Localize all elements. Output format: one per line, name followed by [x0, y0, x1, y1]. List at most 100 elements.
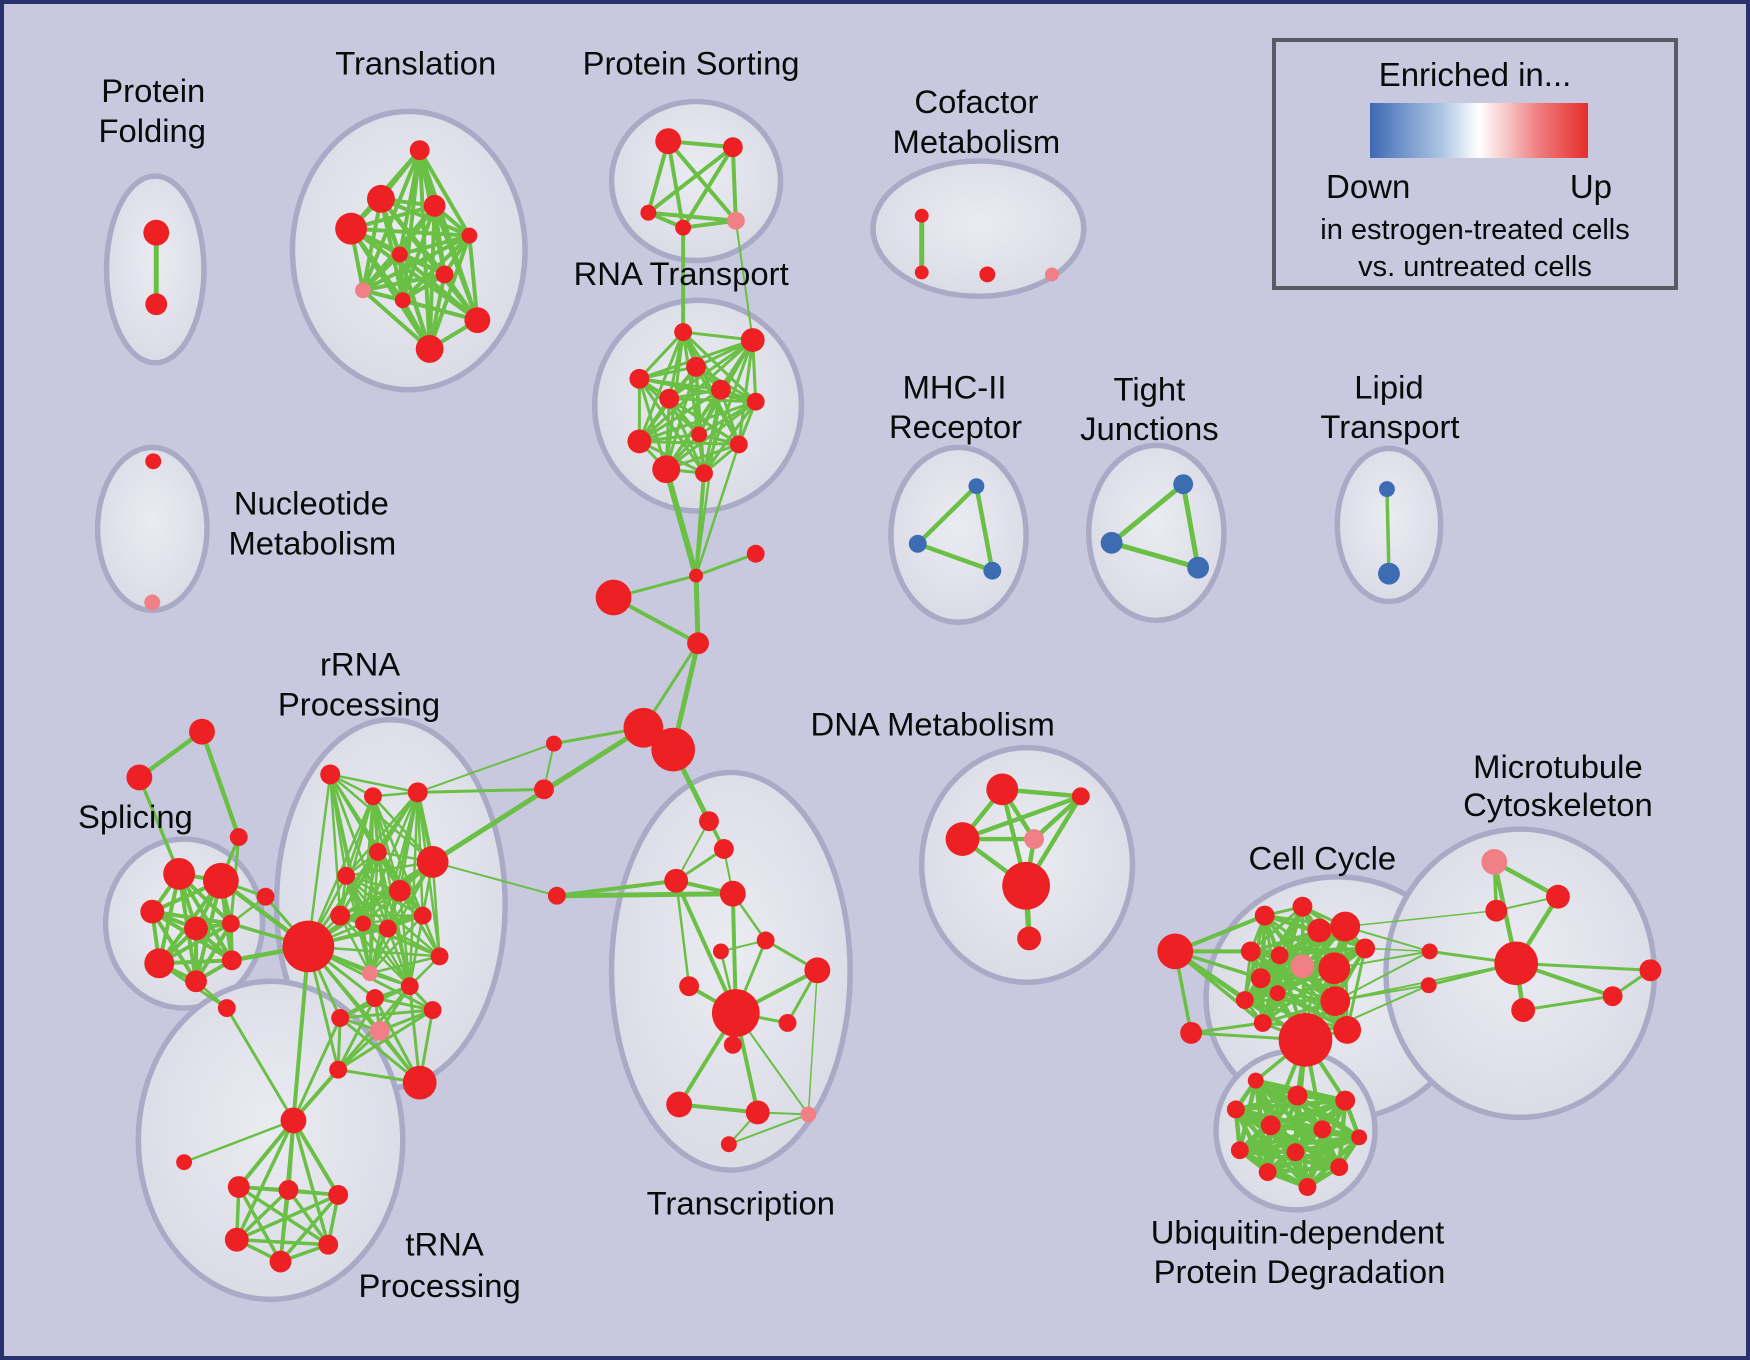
edge-rr10-rr12: [386, 927, 441, 958]
node-tx1: [699, 811, 719, 832]
edge-tn5-tn8: [278, 1193, 340, 1264]
node-tn2: [176, 1154, 193, 1171]
node-sp9: [256, 887, 275, 906]
node-tj2: [1100, 531, 1123, 554]
node-cc4: [1292, 896, 1313, 917]
node-ub7: [1351, 1129, 1368, 1146]
edge-t3-t10: [432, 203, 480, 323]
node-tn6: [224, 1227, 249, 1252]
node-tx10: [723, 1035, 742, 1054]
edge-rt2-rt10: [737, 338, 755, 446]
node-tj1: [1173, 474, 1194, 495]
cluster-protein-folding-label: Protein: [101, 72, 205, 109]
node-cc2: [1180, 1021, 1203, 1044]
edge-t6-t8: [361, 252, 402, 293]
edge-rr11-rr14: [408, 914, 424, 988]
node-t10: [464, 307, 491, 334]
node-mt1: [1481, 849, 1508, 875]
legend-title: Enriched in...: [1378, 56, 1572, 93]
node-dn5: [1017, 926, 1042, 951]
node-mthub: [1494, 941, 1539, 986]
edge-ps1-ps5: [666, 139, 738, 223]
cluster-splicing-label: Splicing: [78, 798, 193, 835]
edge-j1-ch2: [694, 552, 758, 578]
node-sp4: [184, 916, 208, 941]
cluster-translation-label: Translation: [335, 44, 496, 81]
node-t3: [423, 194, 446, 217]
edge-rr10-rr14: [386, 927, 411, 988]
cluster-dna-metabolism-label: DNA Metabolism: [811, 705, 1055, 742]
edge-tn1-rrhub: [291, 944, 311, 1123]
node-mh2: [908, 534, 927, 553]
edge-rr15-rr20: [338, 1016, 422, 1085]
edge-t7-t8: [361, 272, 447, 293]
node-ch2: [746, 544, 765, 563]
edge-rr12-rr13: [368, 955, 441, 975]
edge-rr5-rr10: [344, 874, 390, 930]
edge-tx7-tx13: [807, 969, 819, 1116]
node-t6: [391, 246, 408, 263]
node-sp6: [144, 948, 175, 979]
node-rt11: [652, 455, 681, 484]
node-dnhub: [1002, 861, 1050, 910]
node-rt8: [627, 429, 652, 454]
legend-caption-line2: vs. untreated cells: [1358, 251, 1592, 283]
node-tx7: [804, 957, 831, 984]
cluster-tight-junctions-label: Tight: [1114, 370, 1186, 407]
node-ps4: [675, 219, 692, 236]
edge-tx8-tx3: [674, 879, 691, 988]
node-cc7: [1240, 941, 1261, 962]
node-t4: [335, 212, 368, 245]
node-rr5: [337, 866, 356, 885]
edge-tj1-tj3: [1180, 481, 1201, 571]
edge-sp1-sp8: [177, 871, 234, 963]
edge-tn1-tn3: [236, 1118, 296, 1189]
edge-rr15-rr17: [338, 1008, 435, 1020]
node-tn5: [328, 1185, 349, 1205]
edge-rr1-rrhub: [307, 773, 332, 948]
node-rr11: [413, 906, 432, 925]
node-ub2: [1287, 1085, 1308, 1106]
legend-gradient-bar: [1370, 103, 1588, 158]
node-rr9: [355, 915, 371, 932]
node-ch5: [545, 735, 562, 752]
node-cf2: [914, 265, 929, 280]
node-rr4: [368, 843, 387, 861]
node-tx9: [778, 1014, 797, 1032]
node-rr20: [402, 1065, 437, 1100]
edge-mh2-mh3: [915, 541, 995, 573]
edge-rr11-rr13: [368, 914, 424, 975]
edge-tn1-tn5: [291, 1118, 341, 1197]
edge-tn1-rr15: [291, 1016, 342, 1122]
edge-cc6-mt3: [1344, 909, 1498, 928]
node-cf4: [1044, 267, 1059, 282]
node-tx12: [745, 1100, 770, 1125]
node-mt5: [1420, 977, 1437, 994]
cluster-lipid-transport-label: Transport: [1320, 408, 1459, 445]
node-nm2: [144, 594, 161, 611]
edge-t5-t6: [397, 233, 472, 257]
node-cc17: [1355, 938, 1376, 959]
node-cc8: [1270, 946, 1289, 965]
node-tn8: [269, 1250, 292, 1273]
node-rt2: [740, 328, 765, 352]
edge-t8-t11: [361, 288, 432, 351]
edge-txL-tx4: [554, 891, 736, 899]
edge-ps1-ps4: [666, 139, 686, 230]
edge-rt7-rt11: [664, 400, 758, 471]
edge-t5-t11: [427, 233, 472, 351]
node-t9: [394, 292, 411, 309]
node-hub1: [623, 707, 664, 748]
node-cc14: [1320, 986, 1351, 1017]
edge-ub10-ub11: [1265, 1164, 1342, 1175]
edge-rr3-rr5: [344, 791, 419, 878]
edge-rt11-j1: [663, 466, 700, 579]
cluster-microtubule-cytoskeleton-label: Microtubule: [1473, 748, 1643, 785]
cluster-microtubule-cytoskeleton-label: Cytoskeleton: [1463, 786, 1653, 823]
node-ps5: [726, 211, 745, 230]
edge-tx3-txhub: [674, 878, 738, 1016]
node-mt2: [1546, 884, 1570, 909]
edge-tn4-tn7: [286, 1188, 330, 1247]
node-cc5: [1307, 918, 1332, 943]
cluster-transcription-label: Transcription: [647, 1185, 835, 1222]
